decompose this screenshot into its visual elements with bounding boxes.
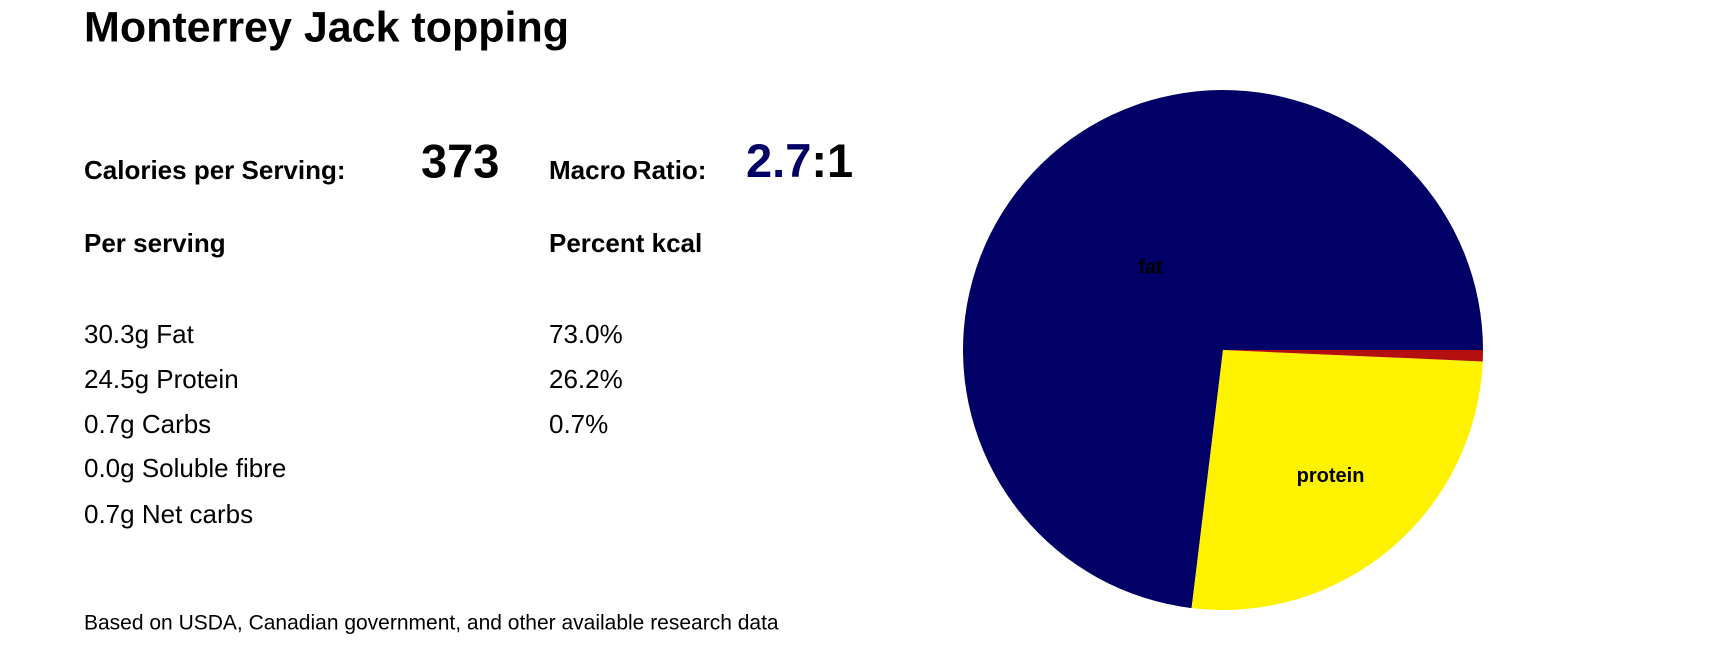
- nutrient-rows: 30.3g Fat 24.5g Protein 0.7g Carbs 0.0g Sol…: [84, 319, 623, 529]
- title: Monterrey Jack topping: [84, 3, 569, 51]
- per-serving-row: 0.7g Net carbs: [84, 499, 253, 529]
- percent-kcal-heading: Percent kcal: [549, 228, 702, 258]
- macro-ratio-suffix: :1: [811, 134, 853, 187]
- calories-label: Calories per Serving:: [84, 155, 346, 185]
- per-serving-row: 0.7g Carbs: [84, 409, 211, 439]
- slice-label: fat: [1138, 257, 1163, 279]
- slice-label: protein: [1297, 465, 1365, 487]
- percent-kcal-row: 73.0%: [549, 319, 623, 349]
- percent-kcal-row: 0.7%: [549, 409, 608, 439]
- pie-chart: fat protein: [962, 90, 1483, 611]
- calories-value: 373: [421, 134, 499, 187]
- pie-slice: [1191, 350, 1483, 611]
- percent-kcal-row: 26.2%: [549, 364, 623, 394]
- per-serving-row: 24.5g Protein: [84, 364, 239, 394]
- macro-ratio-label: Macro Ratio:: [549, 155, 706, 185]
- per-serving-row: 0.0g Soluble fibre: [84, 453, 286, 483]
- pie-slice: [1223, 350, 1483, 362]
- per-serving-row: 30.3g Fat: [84, 319, 195, 349]
- macro-ratio-value: 2.7: [746, 134, 811, 187]
- macro-ratio: 2.7:1: [746, 134, 853, 187]
- per-serving-heading: Per serving: [84, 228, 226, 258]
- footnote: Based on USDA, Canadian government, and …: [84, 612, 779, 635]
- pie-slice: [962, 90, 1483, 609]
